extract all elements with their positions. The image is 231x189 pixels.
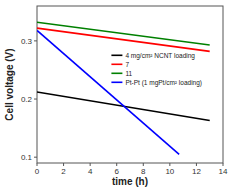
series-line bbox=[37, 22, 210, 45]
x-tick bbox=[90, 163, 91, 166]
x-tick-label: 0 bbox=[35, 167, 40, 176]
legend-label: 4 mg/cm² NCNT loading bbox=[125, 52, 195, 60]
legend-swatch bbox=[111, 54, 122, 56]
y-tick-label: 0.2 bbox=[21, 95, 33, 104]
x-tick-label: 14 bbox=[219, 167, 228, 176]
x-tick-label: 8 bbox=[141, 167, 146, 176]
x-tick bbox=[223, 163, 224, 166]
legend-label: 11 bbox=[125, 70, 132, 77]
legend-label: Pt-Pt (1 mgPt/cm² loading) bbox=[125, 79, 202, 87]
x-tick bbox=[143, 163, 144, 166]
x-tick bbox=[196, 163, 197, 166]
plot-frame bbox=[37, 6, 223, 163]
series-line bbox=[37, 30, 179, 154]
x-tick-label: 4 bbox=[88, 167, 93, 176]
x-tick-label: 6 bbox=[114, 167, 119, 176]
series-line bbox=[37, 28, 210, 51]
legend: 4 mg/cm² NCNT loading7 11 Pt-Pt (1 mgPt/cm… bbox=[111, 52, 202, 87]
x-tick bbox=[169, 163, 170, 166]
x-tick-label: 12 bbox=[192, 167, 201, 176]
legend-swatch bbox=[111, 82, 122, 84]
y-tick-label: 0.1 bbox=[21, 153, 33, 162]
y-tick-label: 0.3 bbox=[21, 37, 33, 46]
legend-swatch bbox=[111, 64, 122, 66]
y-axis-label: Cell voltage (V) bbox=[4, 48, 15, 120]
legend-swatch bbox=[111, 73, 122, 75]
x-tick-label: 2 bbox=[61, 167, 66, 176]
y-tick bbox=[34, 157, 37, 158]
x-axis-label: time (h) bbox=[112, 176, 148, 187]
chart: 0 2 4 6 8 10 12 14 0.1 0.2 0.3 time (h) Cell voltage… bbox=[0, 0, 231, 189]
x-tick bbox=[37, 163, 38, 166]
lines bbox=[37, 22, 210, 154]
x-tick-label: 10 bbox=[165, 167, 174, 176]
y-tick bbox=[34, 99, 37, 100]
y-tick bbox=[34, 40, 37, 41]
legend-label: 7 bbox=[125, 61, 129, 68]
x-tick bbox=[63, 163, 64, 166]
x-tick bbox=[116, 163, 117, 166]
